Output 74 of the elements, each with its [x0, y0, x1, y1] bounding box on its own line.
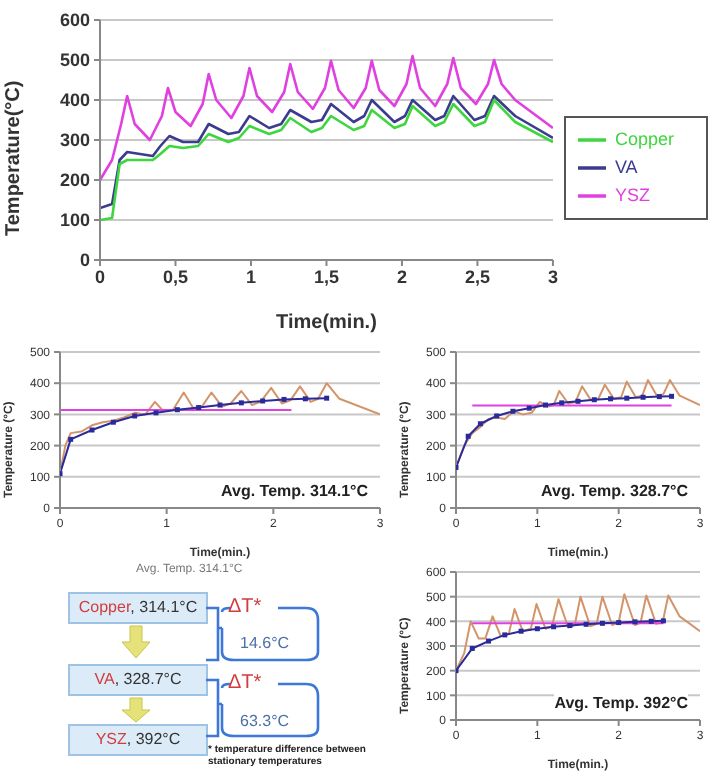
point	[599, 620, 605, 626]
point	[238, 400, 244, 406]
point	[616, 620, 622, 626]
line-series	[456, 618, 666, 674]
y-tick-label: 300	[59, 130, 90, 151]
point	[68, 436, 74, 442]
annotation: Avg. Temp. 314.1°C	[221, 482, 368, 500]
point	[624, 395, 630, 401]
point	[559, 400, 565, 406]
y-tick-label: 500	[59, 50, 90, 71]
point	[648, 618, 654, 624]
annotation: Avg. Temp. 328.7°C	[541, 482, 688, 500]
point	[89, 427, 95, 433]
text: ΔT*	[228, 596, 262, 618]
x-tick-label: 2,5	[464, 266, 490, 287]
point	[583, 621, 589, 627]
point	[196, 405, 202, 411]
y-tick-label: 100	[59, 210, 90, 231]
point	[518, 628, 524, 634]
x-tick-label: 0	[94, 266, 106, 287]
point	[656, 394, 662, 400]
text: ΔT*	[228, 672, 262, 694]
point	[534, 626, 540, 632]
point	[110, 419, 116, 425]
point	[260, 398, 266, 404]
point	[324, 395, 330, 401]
text: YSZ, 392°C	[68, 724, 208, 756]
point	[526, 405, 532, 411]
y-tick-label: 200	[59, 170, 90, 191]
point	[281, 396, 287, 402]
x-tick-label: 3	[547, 266, 558, 287]
point	[174, 407, 180, 413]
point	[669, 393, 675, 399]
line-series	[456, 393, 675, 470]
point	[660, 618, 666, 624]
point	[502, 632, 508, 638]
legend-label: Copper	[614, 128, 674, 149]
point	[510, 408, 516, 414]
point	[469, 645, 475, 651]
point	[465, 433, 471, 439]
text: 14.6°C	[240, 634, 290, 652]
point	[632, 619, 638, 625]
y-tick-label: 600	[59, 10, 90, 31]
y-tick-label: 0	[79, 250, 90, 271]
point	[567, 623, 573, 629]
point	[494, 413, 500, 419]
point	[542, 402, 548, 408]
legend-label: VA	[614, 156, 638, 177]
y-tick-label: 400	[59, 90, 90, 111]
y-axis-title: Temperature(°C)	[3, 80, 26, 236]
point	[591, 397, 597, 403]
point	[153, 410, 159, 416]
text: VA, 328.7°C	[68, 664, 208, 696]
line-series	[60, 395, 330, 477]
text: Copper, 314.1°C	[68, 592, 208, 624]
x-tick-label: 0,5	[162, 266, 189, 287]
x-tick-label: 2	[396, 266, 407, 287]
point	[477, 421, 483, 427]
point	[217, 402, 223, 408]
line-series	[100, 54, 553, 182]
point	[608, 396, 614, 402]
x-tick-label: 1	[245, 266, 256, 287]
text: 63.3°C	[240, 712, 290, 730]
legend-label: YSZ	[614, 184, 650, 205]
point	[551, 624, 557, 630]
point	[575, 398, 581, 404]
point	[132, 413, 138, 419]
point	[302, 396, 308, 402]
point	[486, 638, 492, 644]
line-series	[456, 593, 700, 672]
annotation: Avg. Temp. 392°C	[554, 694, 688, 712]
x-tick-label: 1,5	[313, 266, 339, 287]
x-axis-title: Time(min.)	[276, 312, 377, 334]
point	[640, 394, 646, 400]
